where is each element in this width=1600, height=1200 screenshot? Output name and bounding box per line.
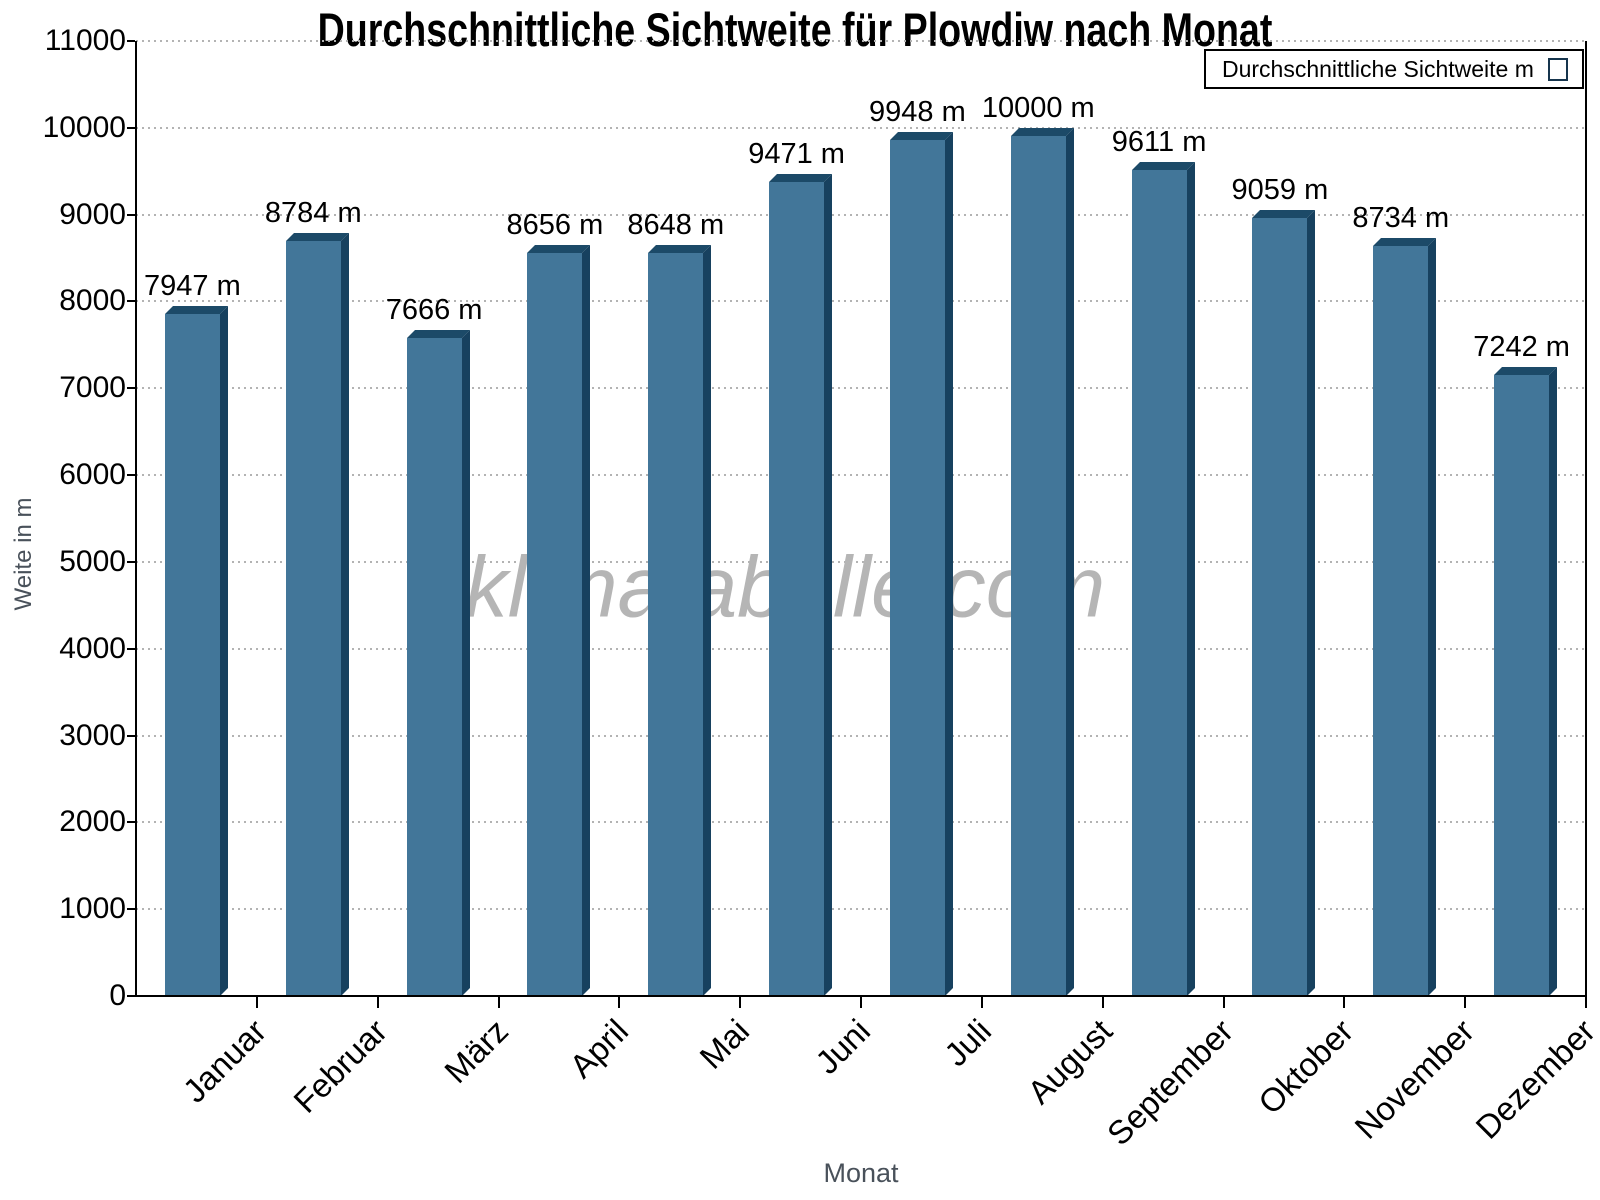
y-tick-8000 [127,300,135,303]
value-label-juni: 9471 m [748,137,845,170]
y-tick-2000 [127,821,135,824]
bar-juni [769,181,825,996]
bar-märz [406,338,462,996]
value-label-mai: 8648 m [627,209,725,242]
y-tick-label-3000: 3000 [59,718,126,752]
legend-swatch-icon [1548,57,1568,81]
y-tick-label-0: 0 [109,979,126,1012]
y-tick-label-8000: 8000 [59,284,126,318]
x-tick-11 [1464,997,1467,1008]
y-tick-9000 [127,213,135,216]
bar-april [527,252,583,996]
legend-label: Durchschnittliche Sichtweite m [1222,55,1534,82]
plot-right-border [1585,41,1587,997]
value-label-dezember: 7242 m [1473,331,1570,364]
x-axis-line [135,995,1587,997]
y-tick-7000 [127,387,135,390]
bar-august [1010,135,1066,996]
bar-november [1373,245,1429,996]
value-label-april: 8656 m [506,208,604,241]
x-tick-7 [980,997,983,1008]
y-tick-label-2000: 2000 [59,805,126,839]
y-tick-label-7000: 7000 [59,371,126,405]
y-tick-5000 [127,560,135,563]
bar-februar [285,241,341,996]
gridline-6000 [136,474,1586,477]
bar-september [1131,169,1187,996]
y-tick-label-4000: 4000 [59,631,126,665]
value-label-november: 8734 m [1352,201,1450,234]
gridline-2000 [136,821,1586,824]
bar-januar [164,314,220,996]
gridline-10000 [136,126,1586,129]
gridline-4000 [136,647,1586,650]
value-label-oktober: 9059 m [1231,173,1329,206]
y-tick-11000 [127,40,135,42]
x-axis-title: Monat [823,1158,899,1188]
x-tick-3 [497,997,500,1008]
gridline-7000 [136,387,1586,390]
bar-mai [648,253,704,996]
y-tick-1000 [127,908,135,911]
gridline-9000 [136,213,1586,216]
x-tick-4 [618,997,621,1008]
chart-title: Durchschnittliche Sichtweite für Plowdiw… [317,3,1273,56]
gridline-5000 [136,560,1586,563]
gridline-8000 [136,300,1586,303]
x-tick-12 [1585,997,1587,1008]
y-tick-label-6000: 6000 [59,458,126,492]
gridline-11000 [136,40,1586,42]
value-label-februar: 8784 m [264,197,362,230]
gridline-1000 [136,908,1586,911]
y-tick-label-5000: 5000 [59,544,126,578]
y-axis-line [135,41,137,997]
legend: Durchschnittliche Sichtweite m [1204,49,1584,89]
bar-oktober [1252,217,1308,996]
bar-juli [889,140,945,996]
value-label-august: 10000 m [981,91,1095,124]
y-tick-label-11000: 11000 [44,24,126,57]
x-tick-9 [1222,997,1225,1008]
x-tick-10 [1343,997,1346,1008]
y-tick-0 [127,995,135,997]
x-tick-1 [255,997,258,1008]
y-tick-label-10000: 10000 [42,110,126,144]
y-tick-label-9000: 9000 [59,197,126,231]
value-label-märz: 7666 m [385,294,483,327]
y-tick-10000 [127,126,135,129]
x-tick-8 [1101,997,1104,1008]
gridline-3000 [136,734,1586,737]
y-tick-3000 [127,734,135,737]
y-tick-4000 [127,647,135,650]
x-tick-5 [739,997,742,1008]
bar-dezember [1494,375,1550,996]
x-tick-6 [860,997,862,1008]
value-label-juli: 9948 m [869,96,966,129]
value-label-september: 9611 m [1111,125,1207,158]
x-tick-2 [376,997,379,1008]
y-tick-6000 [127,474,135,477]
y-tick-label-1000: 1000 [59,892,126,926]
value-label-januar: 7947 m [144,270,241,303]
